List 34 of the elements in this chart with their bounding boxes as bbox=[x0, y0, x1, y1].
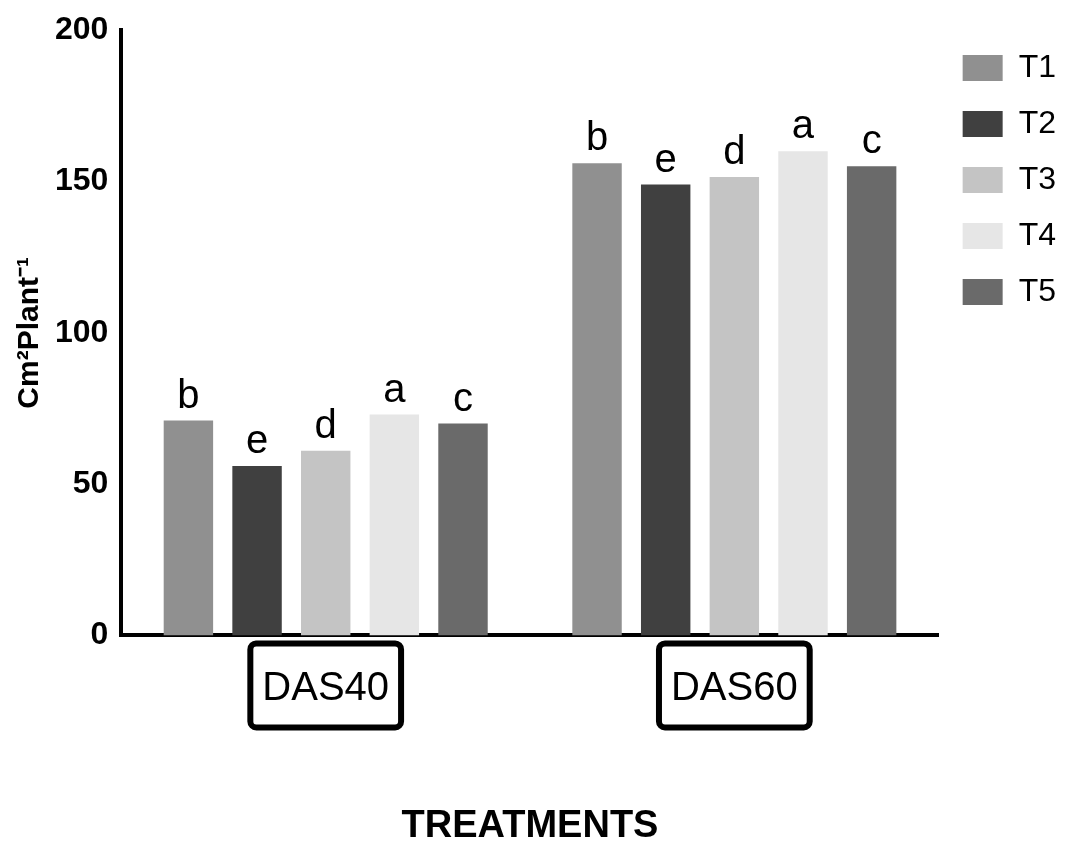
data-label: c bbox=[861, 117, 882, 162]
bar bbox=[709, 176, 760, 636]
legend-label: T1 bbox=[1018, 47, 1056, 84]
legend-label: T3 bbox=[1018, 159, 1056, 196]
bar bbox=[640, 184, 691, 636]
bar bbox=[846, 166, 897, 636]
data-label: d bbox=[723, 127, 746, 172]
data-label: a bbox=[791, 102, 815, 147]
y-tick-label: 100 bbox=[55, 312, 109, 349]
legend-label: T4 bbox=[1018, 215, 1056, 252]
data-label: e bbox=[654, 135, 677, 180]
bar bbox=[778, 151, 828, 636]
data-label: c bbox=[453, 374, 474, 419]
y-tick-label: 50 bbox=[72, 463, 109, 500]
data-label: d bbox=[314, 401, 337, 446]
x-tick-label: DAS40 bbox=[262, 664, 390, 709]
legend-label: T2 bbox=[1018, 103, 1056, 140]
y-tick-label: 0 bbox=[90, 615, 109, 652]
bar bbox=[438, 423, 488, 636]
bar bbox=[300, 450, 351, 636]
y-axis-title: Cm²Plant⁻¹ bbox=[11, 256, 45, 409]
data-label: b bbox=[177, 371, 200, 416]
x-axis-title: TREATMENTS bbox=[401, 802, 659, 845]
legend-label: T5 bbox=[1018, 271, 1056, 308]
data-label: a bbox=[383, 365, 407, 410]
bar bbox=[232, 465, 282, 636]
x-tick-label: DAS60 bbox=[670, 664, 798, 709]
y-tick-label: 200 bbox=[55, 10, 109, 47]
data-label: e bbox=[245, 416, 269, 461]
y-tick-label: 150 bbox=[55, 161, 109, 198]
bar bbox=[163, 420, 214, 636]
bar bbox=[572, 163, 622, 636]
bar bbox=[369, 414, 420, 636]
data-label: b bbox=[585, 114, 609, 159]
